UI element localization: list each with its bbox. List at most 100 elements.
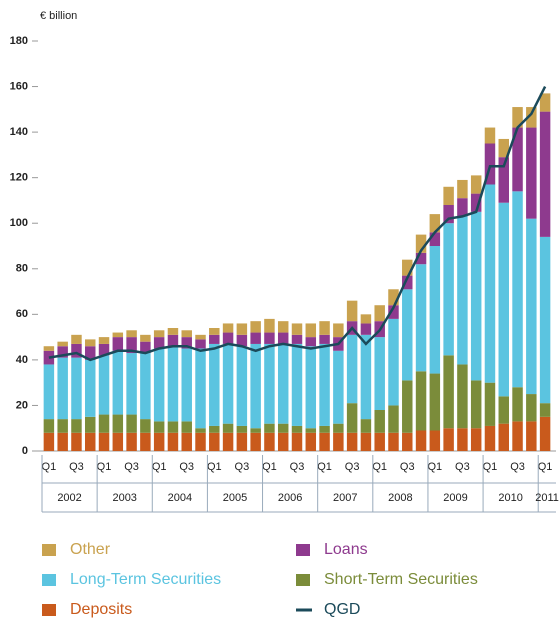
x-tick-label: Q1 <box>538 461 553 473</box>
bar-segment <box>112 332 124 338</box>
bar-segment <box>388 405 399 433</box>
bar-segment <box>443 355 454 429</box>
bar-segment <box>360 432 372 451</box>
bar-segment <box>305 432 317 451</box>
bar-segment <box>126 432 137 451</box>
bar-segment <box>291 323 303 335</box>
bar-segment <box>209 343 220 426</box>
bar-segment <box>457 364 468 429</box>
bar-segment <box>498 202 509 397</box>
bar-segment <box>85 432 96 451</box>
bar-segment <box>57 357 68 420</box>
bar-segment <box>539 111 551 237</box>
bar-segment <box>305 337 317 347</box>
bar-segment <box>98 414 110 433</box>
legend-swatch <box>42 574 56 586</box>
bar-segment <box>415 264 427 372</box>
bar-segment <box>71 419 82 433</box>
bar-segment <box>498 157 509 203</box>
bar-segment <box>443 223 454 356</box>
bar-segment <box>250 432 261 451</box>
bar-segment <box>484 127 496 144</box>
bar-segment <box>470 193 482 212</box>
x-tick-label: Q3 <box>235 461 250 473</box>
bar-segment <box>333 423 344 433</box>
legend-label: Short-Term Securities <box>324 571 478 588</box>
bar-segment <box>457 198 468 217</box>
x-tick-label: Q1 <box>262 461 277 473</box>
bar-segment <box>415 252 427 265</box>
bar-segment <box>140 432 151 451</box>
x-tick-label: Q1 <box>317 461 332 473</box>
bar-segment <box>153 348 165 422</box>
bar-segment <box>291 334 303 344</box>
bar-segment <box>112 432 124 451</box>
bar-segment <box>153 337 165 349</box>
y-tick-label: 140 <box>10 126 28 138</box>
bar-segment <box>140 334 151 342</box>
x-tick-label: Q3 <box>290 461 305 473</box>
bar-segment <box>374 432 385 451</box>
x-tick-label: Q3 <box>345 461 360 473</box>
bar-segment <box>291 343 303 426</box>
year-label: 2003 <box>112 492 136 504</box>
bar-segment <box>291 432 303 451</box>
x-tick-label: Q1 <box>372 461 387 473</box>
bar-segment <box>140 353 151 420</box>
bar-segment <box>222 332 234 344</box>
bar-segment <box>305 428 317 433</box>
bar-segment <box>236 323 248 335</box>
bar-segment <box>319 425 330 433</box>
x-tick-label: Q3 <box>179 461 194 473</box>
bar-segment <box>236 346 248 426</box>
bar-segment <box>512 127 523 192</box>
bar-segment <box>388 305 399 319</box>
bar-segment <box>526 218 537 395</box>
bar-segment <box>402 432 413 451</box>
bar-segment <box>360 419 372 433</box>
bar-segment <box>526 127 537 219</box>
bar-segment <box>374 305 385 322</box>
year-label: 2011 <box>535 492 559 504</box>
bar-segment <box>415 430 427 451</box>
bar-segment <box>457 428 468 451</box>
bar-segment <box>181 421 192 433</box>
bar-segment <box>236 432 248 451</box>
bar-segment <box>264 332 275 344</box>
bar-segment <box>264 343 275 424</box>
bar-segment <box>195 432 206 451</box>
x-tick-label: Q3 <box>455 461 470 473</box>
bar-segment <box>470 175 482 194</box>
bar-segment <box>57 341 68 347</box>
bar-segment <box>415 371 427 431</box>
y-tick-label: 40 <box>16 354 28 366</box>
bar-segment <box>539 236 551 404</box>
bar-segment <box>305 323 317 338</box>
bar-segment <box>526 107 537 128</box>
bar-segment <box>360 314 372 324</box>
x-tick-label: Q3 <box>69 461 84 473</box>
line <box>48 85 547 362</box>
x-tick-label: Q3 <box>510 461 525 473</box>
bar-segment <box>222 423 234 433</box>
bar-segment <box>360 334 372 420</box>
bar-segment <box>333 323 344 338</box>
bar-segment <box>167 328 179 335</box>
bar-segment <box>181 348 192 422</box>
y-axis-label: € billion <box>40 10 77 22</box>
bar-segment <box>209 432 220 451</box>
bar-segment <box>126 414 137 433</box>
year-label: 2004 <box>168 492 192 504</box>
bar-segment <box>429 430 441 451</box>
legend-swatch <box>296 574 310 586</box>
bar-segment <box>126 330 137 338</box>
bar-segment <box>457 216 468 365</box>
bar-segment <box>374 337 385 410</box>
bar-segment <box>512 191 523 388</box>
bar-segment <box>236 334 248 347</box>
legend-label: Deposits <box>70 601 132 618</box>
bar-segment <box>319 321 330 335</box>
bar-segment <box>277 332 289 344</box>
bar-segment <box>71 343 82 358</box>
bar-segment <box>98 355 110 415</box>
